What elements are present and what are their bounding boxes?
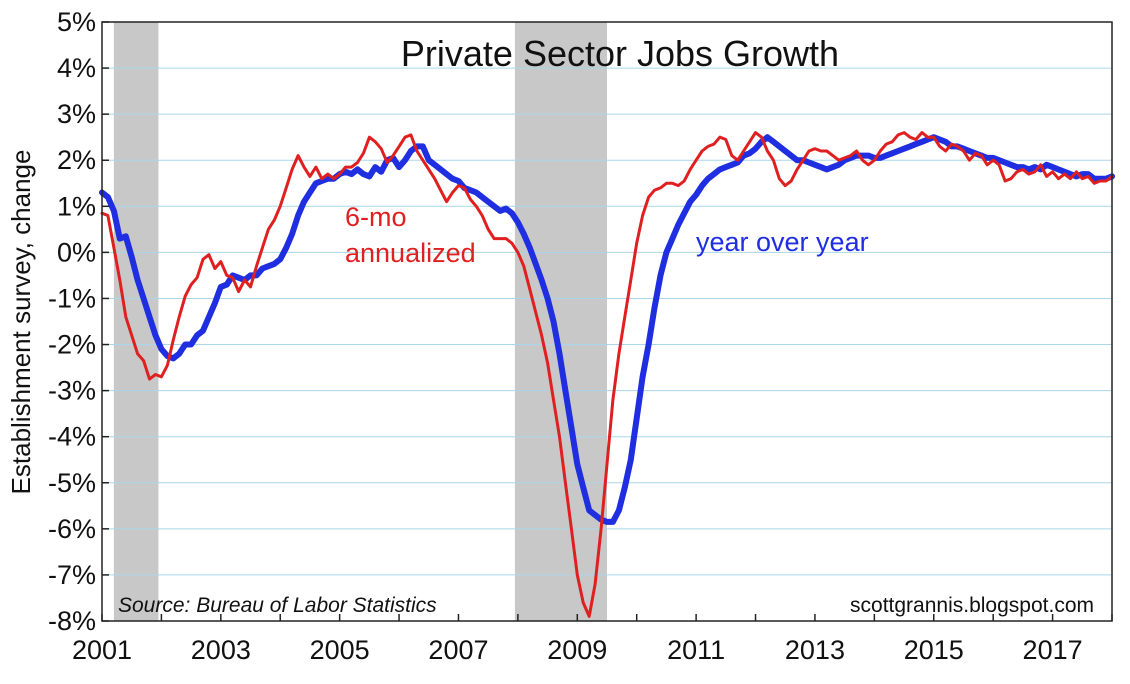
x-tick-label: 2015 xyxy=(904,635,964,665)
x-tick-label: 2013 xyxy=(785,635,845,665)
y-axis-label: Establishment survey, change xyxy=(6,150,36,495)
series-lines xyxy=(99,131,1115,618)
y-tick-label: 4% xyxy=(57,53,96,83)
series-label-6mo-line1: 6-mo xyxy=(345,202,407,232)
y-tick-label: -7% xyxy=(48,560,96,590)
y-tick-label: -5% xyxy=(48,468,96,498)
x-axis-ticks: 2001 2003 2005 2007 2009 2011 2013 2015 2017 xyxy=(72,614,1113,665)
x-tick-label: 2009 xyxy=(547,635,607,665)
y-axis-ticks: 5% 4% 3% 2% 1% 0% -1% -2% -3% -4% -5% -6% -7% -8% xyxy=(48,7,109,636)
chart-title: Private Sector Jobs Growth xyxy=(401,33,839,74)
series-line-year-over-year xyxy=(99,134,1115,525)
y-tick-label: 1% xyxy=(57,191,96,221)
gridlines xyxy=(102,67,1112,576)
x-tick-label: 2003 xyxy=(191,635,251,665)
x-tick-label: 2011 xyxy=(667,635,725,665)
y-tick-label: 2% xyxy=(57,145,96,175)
credit-note: scottgrannis.blogspot.com xyxy=(850,594,1094,617)
x-tick-label: 2001 xyxy=(72,635,132,665)
series-label-6mo-line2: annualized xyxy=(345,238,476,268)
x-tick-label: 2005 xyxy=(310,635,370,665)
y-tick-label: 5% xyxy=(57,7,96,37)
recession-band-2 xyxy=(514,22,607,621)
series-line-6mo-annualized xyxy=(100,131,1114,618)
y-tick-label: -2% xyxy=(48,330,96,360)
y-tick-label: -3% xyxy=(48,376,96,406)
y-tick-label: -1% xyxy=(48,283,96,313)
plot-frame xyxy=(101,21,1113,622)
series-label-yoy: year over year xyxy=(696,227,869,257)
y-tick-label: -6% xyxy=(48,514,96,544)
y-tick-label: -4% xyxy=(48,422,96,452)
x-tick-label: 2017 xyxy=(1023,635,1083,665)
x-tick-label: 2007 xyxy=(428,635,488,665)
y-tick-label: 3% xyxy=(57,99,96,129)
y-tick-label: -8% xyxy=(48,606,96,636)
source-note: Source: Bureau of Labor Statistics xyxy=(118,594,437,617)
y-tick-label: 0% xyxy=(57,237,96,267)
